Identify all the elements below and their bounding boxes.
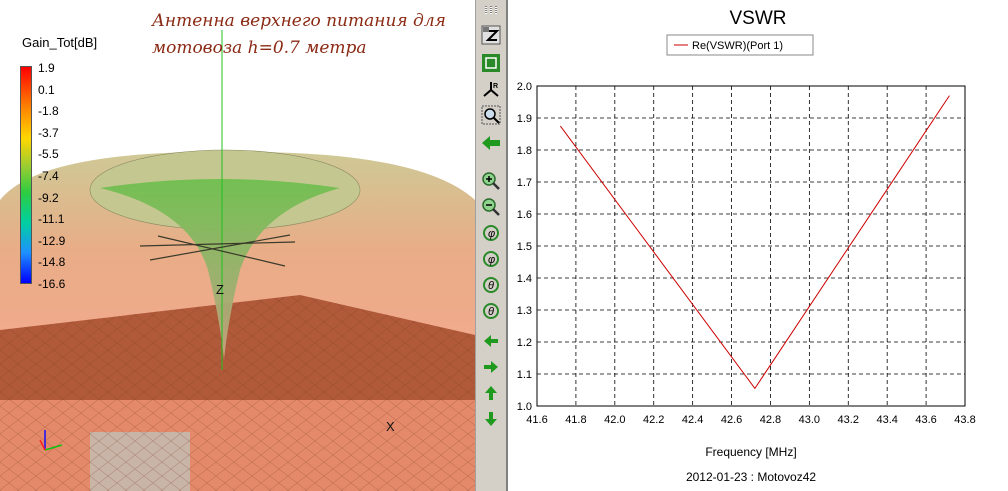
x-tick-label: 43.2 — [838, 414, 859, 426]
y-tick-label: 1.1 — [517, 369, 532, 381]
legend-label: Re(VSWR)(Port 1) — [692, 40, 783, 52]
rotate-theta-plus-icon: θ — [483, 277, 499, 293]
colorbar-tick-label: -1.8 — [38, 104, 59, 119]
chart-footer: 2012-01-23 : Motovoz42 — [686, 470, 816, 484]
3d-viewport[interactable]: Z X Gain_Tot[dB] 1.9 0.1 -1.8 -3.7 -5.5 -7.4 -… — [0, 0, 475, 491]
rotate-phi-plus-button[interactable]: φ — [480, 222, 502, 244]
pan-right-button[interactable] — [480, 356, 502, 378]
x-tick-label: 42.4 — [682, 414, 703, 426]
pan-up-icon — [485, 386, 497, 400]
colorbar — [20, 66, 32, 284]
axis-orient-button[interactable]: R — [480, 78, 502, 100]
antenna-annotation: Антенна верхнего питания для мотовоза h=… — [152, 8, 472, 62]
x-tick-label: 42.6 — [721, 414, 742, 426]
rotate-phi-plus-icon: φ — [483, 225, 499, 241]
colorbar-tick-label: 0.1 — [38, 82, 55, 97]
toolbar-grip[interactable] — [480, 6, 502, 16]
zoom-out-icon — [482, 198, 500, 216]
x-tick-label: 41.6 — [526, 414, 547, 426]
legend-box — [666, 34, 814, 56]
pan-down-icon — [485, 412, 497, 426]
chart-title: VSWR — [730, 8, 787, 29]
zoom-window-button[interactable] — [480, 104, 502, 126]
colorbar-tick-label: -11.1 — [38, 212, 65, 227]
colorbar-tick-label: -3.7 — [38, 125, 59, 140]
panel-splitter[interactable] — [506, 0, 508, 491]
vswr-chart: VSWR Re(VSWR)(Port 1) 41.6 41.8 42.0 42.2 42.4… — [517, 8, 976, 484]
colorbar-tick-label: -5.5 — [38, 147, 59, 162]
svg-text:θ: θ — [488, 306, 494, 318]
pan-down-button[interactable] — [480, 408, 502, 430]
axis-orient-icon: R — [483, 82, 499, 97]
annotation-line-1: Антенна верхнего питания для — [152, 11, 446, 31]
x-tick-label: 43.4 — [876, 414, 897, 426]
rotate-theta-minus-button[interactable]: θ — [480, 300, 502, 322]
x-tick-label: 43.8 — [954, 414, 975, 426]
rotate-theta-plus-button[interactable]: θ — [480, 274, 502, 296]
axis-z-label: Z — [216, 282, 224, 297]
x-axis-label: Frequency [MHz] — [705, 445, 796, 459]
vswr-plot-panel: VSWR Re(VSWR)(Port 1) 41.6 41.8 42.0 42.2 42.4… — [508, 0, 1008, 491]
colorbar-tick-label: -12.9 — [38, 233, 66, 248]
colorbar-tick-label: -14.8 — [38, 255, 66, 270]
colorbar-tick-label: 1.9 — [38, 61, 55, 75]
zoom-window-icon — [481, 105, 501, 125]
y-tick-label: 1.7 — [517, 177, 532, 189]
back-arrow-icon — [482, 136, 500, 150]
annotation-line-2: мотовоза h=0.7 метра — [152, 38, 367, 58]
zoom-out-button[interactable] — [480, 196, 502, 218]
pan-left-button[interactable] — [480, 330, 502, 352]
colorbar-tick-label: -7.4 — [38, 169, 59, 183]
pan-up-button[interactable] — [480, 382, 502, 404]
x-tick-label: 42.0 — [604, 414, 625, 426]
axis-x-label: X — [386, 419, 395, 434]
svg-text:φ: φ — [488, 254, 495, 266]
radiation-funnel — [100, 179, 340, 360]
svg-text:R: R — [493, 83, 498, 90]
x-tick-label: 43.0 — [799, 414, 820, 426]
x-tick-label: 43.6 — [915, 414, 936, 426]
toggle-z-button[interactable] — [480, 24, 502, 46]
svg-text:φ: φ — [488, 228, 495, 240]
colorbar-tick-label: -9.2 — [38, 190, 59, 205]
x-tick-label: 41.8 — [565, 414, 586, 426]
antenna-3d-scene: Z X — [0, 30, 475, 491]
zoom-in-icon — [482, 172, 500, 190]
y-tick-label: 2.0 — [517, 81, 532, 93]
y-tick-label: 1.4 — [517, 273, 532, 285]
fit-all-icon — [482, 54, 500, 72]
y-tick-label: 1.8 — [517, 145, 532, 157]
axis-triad — [39, 430, 63, 451]
rotate-phi-minus-button[interactable]: φ — [480, 248, 502, 270]
back-arrow-button[interactable] — [480, 132, 502, 154]
x-tick-label: 42.2 — [643, 414, 664, 426]
y-tick-label: 1.2 — [517, 337, 532, 349]
rotate-phi-minus-icon: φ — [483, 251, 499, 267]
pan-left-icon — [484, 335, 498, 347]
fit-all-button[interactable] — [480, 52, 502, 74]
y-tick-label: 1.5 — [517, 241, 532, 253]
y-tick-label: 1.3 — [517, 305, 532, 317]
svg-text:θ: θ — [488, 280, 494, 292]
zoom-in-button[interactable] — [480, 170, 502, 192]
toggle-z-icon — [481, 25, 501, 45]
y-tick-label: 1.9 — [517, 113, 532, 125]
pan-right-icon — [484, 361, 498, 373]
series-line-re-vswr — [559, 95, 950, 390]
y-tick-label: 1.0 — [517, 401, 532, 413]
colorbar-title: Gain_Tot[dB] — [22, 35, 98, 50]
rotate-theta-minus-icon: θ — [483, 303, 499, 319]
colorbar-tick-label: -16.6 — [38, 277, 66, 291]
x-tick-label: 42.8 — [760, 414, 781, 426]
y-tick-label: 1.6 — [517, 209, 532, 221]
